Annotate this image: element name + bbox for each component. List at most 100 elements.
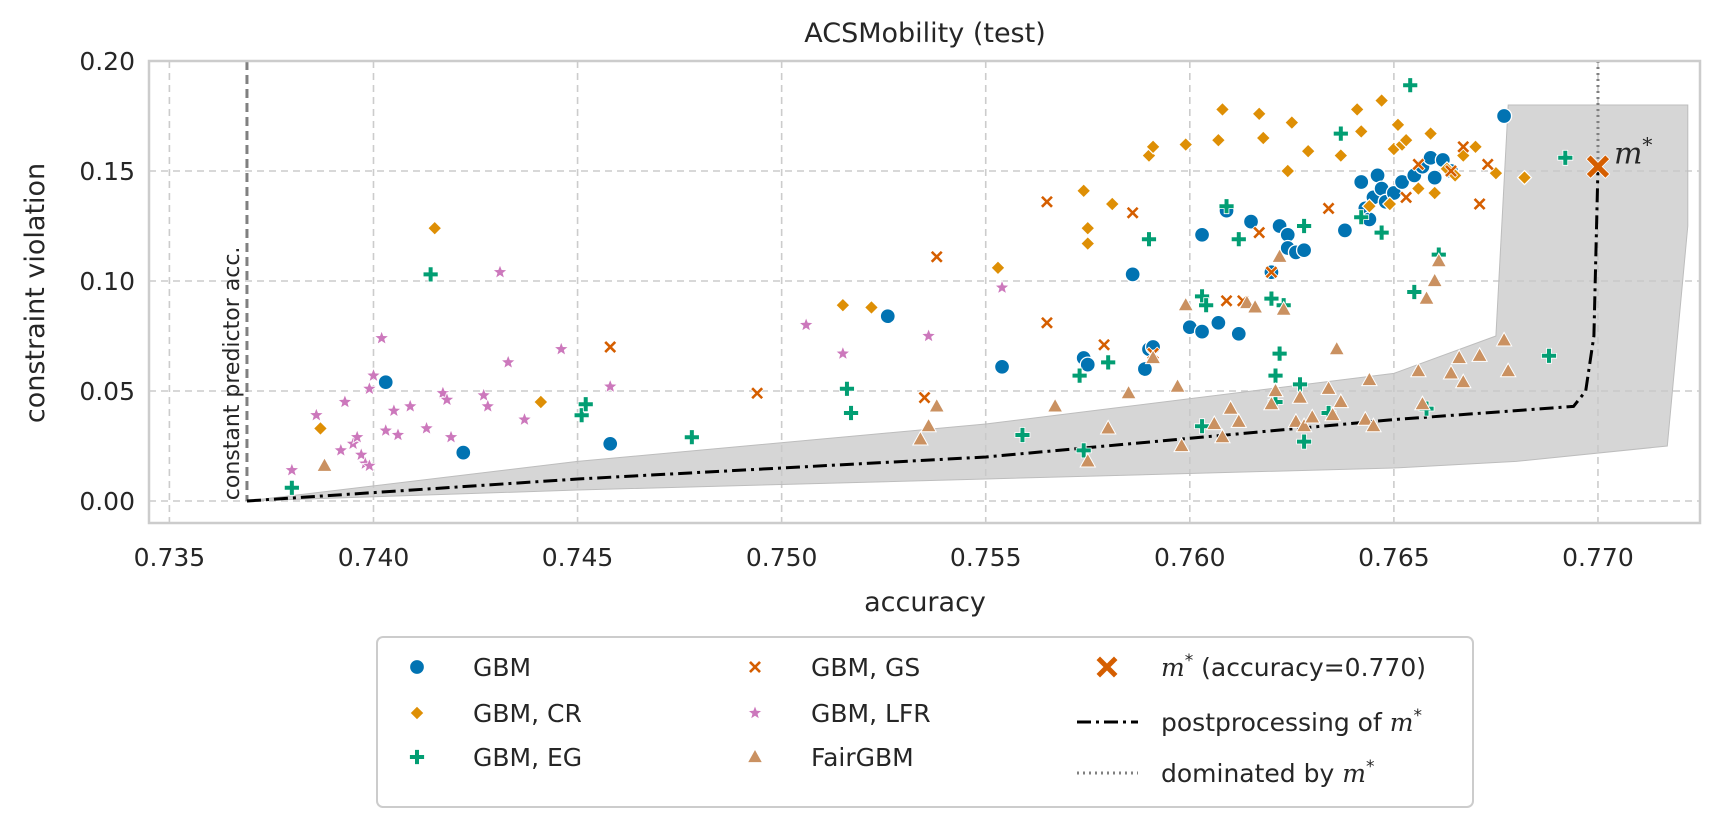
y-axis-label: constraint violation: [20, 163, 51, 423]
point-gbm-cr: [1361, 198, 1378, 215]
point-fairgbm: [1222, 399, 1240, 415]
legend-box: [376, 636, 1474, 808]
point-fairgbm: [920, 417, 938, 433]
point-gbm-gs: [1252, 225, 1267, 240]
point-gbm-cr: [1467, 138, 1484, 155]
point-fairgbm: [1205, 414, 1223, 431]
chart-title: ACSMobility (test): [804, 18, 1046, 49]
point-gbm-cr: [1214, 101, 1231, 118]
point-gbm-eg: [1263, 290, 1280, 307]
point-gbm-gs: [1443, 163, 1459, 179]
postprocessing-band-area: [246, 104, 1689, 502]
point-gbm-eg: [839, 380, 855, 397]
point-gbm-gs: [1456, 139, 1471, 154]
point-gbm-eg: [1353, 209, 1370, 226]
point-fairgbm: [1238, 293, 1256, 310]
point-gbm-cr: [1353, 123, 1370, 140]
point-gbm-cr: [1410, 180, 1427, 197]
x-tick-label: 0.765: [1358, 543, 1430, 572]
point-gbm-lfr: [475, 386, 492, 403]
point-gbm-eg: [1100, 354, 1117, 371]
legend-marker: [747, 659, 763, 675]
point-gbm: [1242, 213, 1260, 230]
point-gbm-lfr: [499, 353, 517, 370]
point-fairgbm: [1144, 348, 1162, 365]
point-fairgbm: [1173, 436, 1191, 453]
point-gbm-eg: [577, 396, 594, 413]
data-points: m*: [283, 77, 1652, 496]
point-fairgbm: [1214, 428, 1231, 444]
point-fairgbm: [1418, 289, 1435, 305]
point-gbm-eg: [573, 407, 590, 424]
plot-border: [147, 59, 1702, 525]
x-tick-label: 0.735: [134, 543, 206, 572]
legend-label: GBM, CR: [473, 699, 582, 728]
point-gbm-cr: [863, 299, 880, 316]
point-fairgbm: [1442, 364, 1460, 380]
point-fairgbm: [1356, 410, 1374, 426]
point-gbm-lfr: [283, 461, 301, 478]
legend-marker: [746, 747, 764, 764]
point-gbm-gs: [1039, 194, 1055, 209]
point-gbm-cr: [1075, 182, 1092, 199]
point-gbm-lfr: [377, 421, 394, 438]
point-gbm-lfr: [332, 441, 350, 458]
point-gbm-cr: [1104, 196, 1121, 212]
point-fairgbm: [316, 456, 333, 472]
point-fairgbm: [1046, 397, 1064, 413]
point-gbm: [879, 308, 896, 325]
point-fairgbm: [1275, 300, 1293, 316]
point-gbm-lfr: [418, 419, 435, 436]
point-fairgbm: [1324, 406, 1342, 422]
legend-marker: [409, 749, 425, 765]
point-gbm-cr: [1079, 220, 1096, 237]
point-gbm-cr: [1373, 92, 1390, 109]
point-gbm: [1193, 323, 1211, 340]
point-gbm-cr: [1516, 169, 1533, 186]
point-gbm-lfr: [920, 327, 937, 344]
y-tick-label: 0.15: [79, 157, 135, 186]
point-fairgbm: [1291, 388, 1309, 404]
point-gbm-cr: [1426, 185, 1443, 201]
point-gbm-eg: [422, 266, 439, 283]
point-fairgbm: [1271, 247, 1289, 263]
point-gbm-lfr: [348, 428, 366, 445]
point-gbm: [455, 444, 472, 461]
legend-label: FairGBM: [811, 743, 914, 772]
point-fairgbm: [1450, 348, 1468, 365]
point-gbm-eg: [1373, 224, 1390, 241]
point-gbm: [1079, 356, 1096, 373]
legend-label: GBM, GS: [811, 653, 920, 682]
postprocessing-band: [246, 104, 1689, 502]
point-gbm-gs: [603, 339, 618, 355]
point-gbm-gs: [1039, 315, 1055, 330]
point-gbm-cr: [1251, 105, 1268, 122]
point-fairgbm: [928, 397, 946, 413]
point-gbm-cr: [1177, 136, 1194, 153]
point-fairgbm: [1414, 395, 1431, 411]
point-gbm-lfr: [993, 278, 1011, 295]
point-fairgbm: [1430, 252, 1448, 268]
point-gbm-gs: [1411, 157, 1426, 172]
point-gbm-gs: [1321, 201, 1336, 216]
point-gbm-eg: [1406, 284, 1423, 300]
point-fairgbm: [1262, 395, 1280, 411]
point-gbm-eg: [1194, 418, 1210, 435]
point-gbm-gs: [917, 390, 932, 405]
legend-marker: [408, 658, 426, 676]
point-gbm-cr: [1332, 147, 1349, 164]
point-gbm: [1230, 325, 1247, 342]
point-gbm-lfr: [361, 380, 378, 396]
postprocessing-line: [246, 166, 1600, 503]
point-gbm-lfr: [402, 397, 419, 414]
point-gbm: [993, 358, 1011, 375]
point-gbm-cr: [990, 259, 1006, 276]
point-gbm-gs: [1472, 196, 1487, 212]
point-gbm-lfr: [353, 446, 370, 462]
point-gbm-cr: [1283, 114, 1300, 131]
point-gbm-lfr: [361, 457, 378, 473]
x-axis-label: accuracy: [864, 587, 986, 618]
point-gbm-lfr: [385, 402, 403, 418]
point-fairgbm: [1328, 340, 1346, 356]
point-fairgbm: [1495, 331, 1513, 347]
